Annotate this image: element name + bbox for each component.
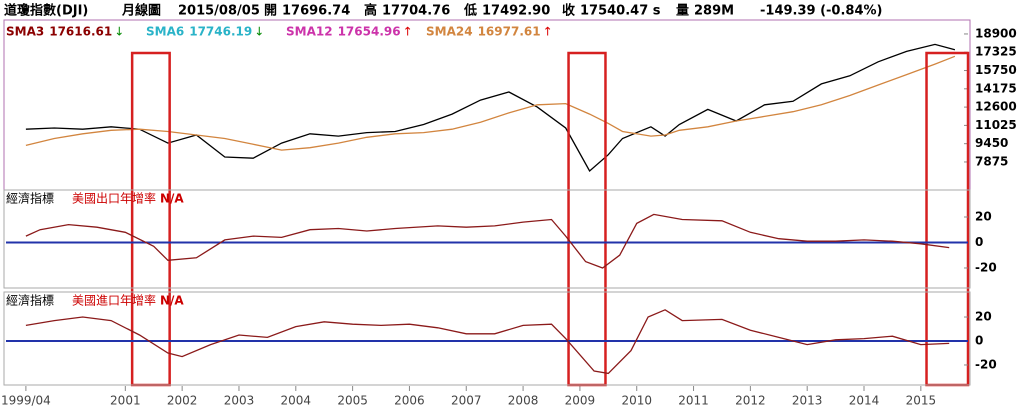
legend-name: SMA12 <box>286 25 333 39</box>
highlight-box <box>130 51 171 387</box>
legend-value: 17654.96 <box>338 25 401 39</box>
legend-name: SMA24 <box>426 25 473 39</box>
panel-subtitle: 美國進口年增率 <box>72 293 156 308</box>
y-tick-label: 9450 <box>975 136 1008 150</box>
panel-frame <box>3 19 971 191</box>
y-tick-label: 20 <box>975 209 992 223</box>
y-tick-label: 0 <box>975 333 983 347</box>
legend-value: 17616.61 <box>49 25 112 39</box>
close-label: 收 <box>562 3 576 19</box>
x-tick-label: 2013 <box>792 394 823 408</box>
highlight-box <box>567 51 607 387</box>
y-tick-label: 7875 <box>975 154 1008 168</box>
y-tick-label: -20 <box>975 260 997 274</box>
x-tick-label: 2009 <box>565 394 596 408</box>
low: 17492.90 <box>482 4 550 19</box>
y-tick-label: 17325 <box>975 45 1017 59</box>
high-label: 高 <box>364 3 377 19</box>
x-tick-label: 2015 <box>906 394 937 408</box>
panel-title: 經濟指標 <box>6 191 54 206</box>
y-tick-label: 11025 <box>975 118 1017 132</box>
panel-title: 經濟指標 <box>6 293 54 308</box>
header-date: 2015/08/05 <box>178 4 260 19</box>
volume-label: 量 <box>676 4 689 19</box>
legend-arrow: ↓ <box>254 25 264 39</box>
x-tick-label: 2004 <box>281 394 312 408</box>
x-tick-label: 2005 <box>337 394 368 408</box>
series-line <box>25 55 956 151</box>
panel-annotation: N/A <box>160 294 184 308</box>
x-tick-label: 2006 <box>394 394 425 408</box>
x-tick-label: 2002 <box>167 394 198 408</box>
x-tick-label: 2012 <box>735 394 766 408</box>
legend-value: 16977.61 <box>478 25 541 39</box>
series-line <box>25 309 950 375</box>
x-tick-label: 2010 <box>621 394 652 408</box>
high: 17704.76 <box>382 4 450 19</box>
x-tick-label: 1999/04 <box>1 394 51 408</box>
y-tick-label: 14175 <box>975 81 1017 95</box>
volume: 289M <box>694 4 734 19</box>
x-tick-label: 2011 <box>678 394 709 408</box>
legend-arrow: ↑ <box>543 25 553 39</box>
x-tick-label: 2007 <box>451 394 482 408</box>
panel-annotation: N/A <box>160 192 184 206</box>
y-tick-label: 15750 <box>975 63 1017 77</box>
legend-arrow: ↓ <box>114 25 124 39</box>
series-line <box>25 43 956 173</box>
y-tick-label: 20 <box>975 310 992 324</box>
highlight-box <box>925 51 970 387</box>
x-tick-label: 2003 <box>224 394 255 408</box>
series-line <box>25 213 950 269</box>
close: 17540.47 s <box>580 4 661 19</box>
y-tick-label: 12600 <box>975 100 1017 114</box>
x-tick-label: 2014 <box>849 394 880 408</box>
legend-name: SMA6 <box>146 25 184 39</box>
open-label: 開 <box>264 4 277 19</box>
open: 17696.74 <box>282 4 350 19</box>
panel-frame <box>3 189 971 289</box>
y-tick-label: 0 <box>975 235 983 249</box>
low-label: 低 <box>463 3 477 19</box>
header-name: 道瓊指數(DJI) <box>4 3 88 19</box>
legend-value: 17746.19 <box>189 25 252 39</box>
x-tick-label: 2008 <box>508 394 539 408</box>
y-tick-label: -20 <box>975 357 997 371</box>
panel-subtitle: 美國出口年增率 <box>72 191 156 206</box>
header-period: 月線圖 <box>121 3 161 19</box>
panel-frame <box>3 291 971 386</box>
x-tick-label: 2001 <box>110 394 141 408</box>
y-tick-label: 18900 <box>975 26 1017 40</box>
change: -149.39 (-0.84%) <box>760 4 882 19</box>
legend-name: SMA3 <box>6 25 44 39</box>
legend-arrow: ↑ <box>403 25 413 39</box>
